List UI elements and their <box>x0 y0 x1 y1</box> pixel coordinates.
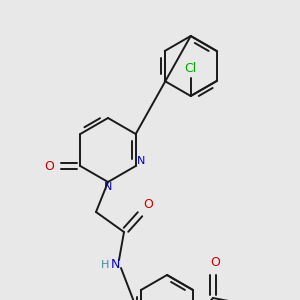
Text: O: O <box>143 197 153 211</box>
Text: Cl: Cl <box>184 61 197 74</box>
Text: N: N <box>110 259 120 272</box>
Text: H: H <box>101 260 109 270</box>
Text: O: O <box>44 160 54 172</box>
Text: O: O <box>210 256 220 268</box>
Text: N: N <box>104 182 112 192</box>
Text: N: N <box>136 156 145 166</box>
